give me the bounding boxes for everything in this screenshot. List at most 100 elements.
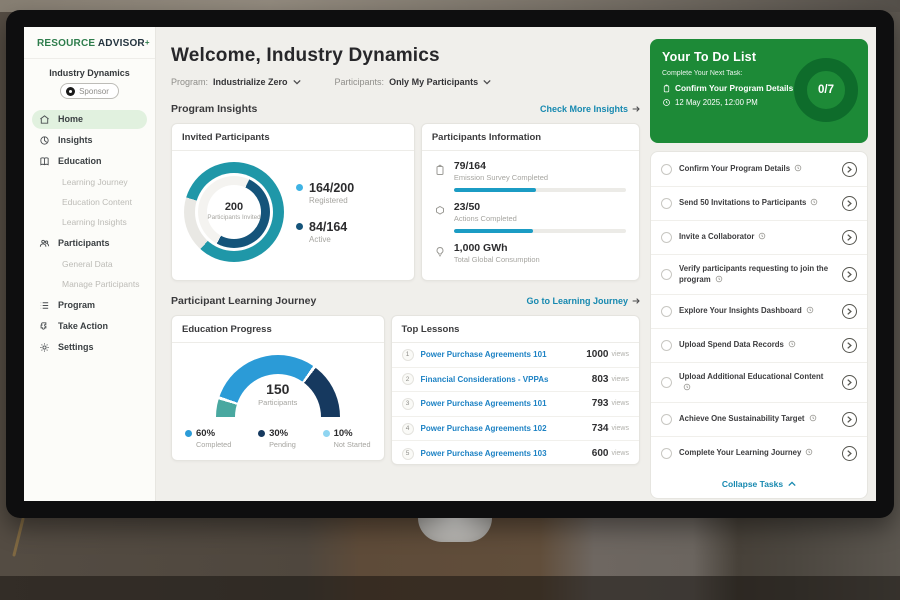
donut-center-value: 200 bbox=[225, 201, 243, 213]
sidebar-item-home[interactable]: Home bbox=[32, 110, 147, 129]
sidebar-item-education-content[interactable]: Education Content bbox=[32, 193, 147, 212]
info-row-actions: 23/50 Actions Completed bbox=[422, 192, 639, 233]
sidebar-item-learning-insights[interactable]: Learning Insights bbox=[32, 213, 147, 232]
sidebar-item-take-action[interactable]: Take Action bbox=[32, 317, 147, 336]
task-label: Confirm Your Program Details bbox=[679, 164, 790, 173]
sidebar-item-manage-participants[interactable]: Manage Participants bbox=[32, 275, 147, 294]
legend-dot bbox=[296, 223, 303, 230]
task-row: Upload Spend Data Records bbox=[651, 329, 867, 363]
views-suffix: views bbox=[611, 425, 629, 432]
task-open-button[interactable] bbox=[842, 162, 857, 177]
lesson-row: 5 Power Purchase Agreements 103 600 view… bbox=[392, 441, 639, 466]
lesson-link[interactable]: Power Purchase Agreements 103 bbox=[421, 449, 592, 458]
lesson-link[interactable]: Power Purchase Agreements 102 bbox=[421, 424, 592, 433]
sponsor-badge-wrap: Sponsor bbox=[24, 78, 155, 101]
link-label: Go to Learning Journey bbox=[526, 296, 628, 306]
invited-donut-chart: 200 Participants Invited bbox=[184, 162, 284, 262]
info-label: Actions Completed bbox=[454, 214, 626, 223]
task-row: Verify participants requesting to join t… bbox=[651, 255, 867, 295]
lesson-row: 2 Financial Considerations - VPPAs 803 v… bbox=[392, 368, 639, 393]
gauge-center-label: Participants bbox=[216, 398, 340, 407]
task-open-button[interactable] bbox=[842, 304, 857, 319]
pending-clock-icon bbox=[715, 275, 723, 283]
sidebar-item-insights[interactable]: Insights bbox=[32, 131, 147, 150]
task-checkbox[interactable] bbox=[661, 198, 672, 209]
education-gauge-chart: 150 Participants bbox=[216, 355, 340, 417]
sponsor-label: Sponsor bbox=[79, 87, 109, 96]
lesson-rank: 3 bbox=[402, 398, 414, 410]
legend-label: Completed bbox=[196, 440, 231, 449]
task-label: Upload Spend Data Records bbox=[679, 340, 784, 349]
org-name: Industry Dynamics bbox=[24, 59, 155, 78]
program-icon bbox=[39, 300, 50, 311]
legend-value: 30% bbox=[269, 428, 288, 439]
legend-dot bbox=[185, 430, 192, 437]
lesson-link[interactable]: Power Purchase Agreements 101 bbox=[421, 350, 587, 359]
check-more-insights-link[interactable]: Check More Insights bbox=[540, 104, 640, 114]
todo-progress-ring: 0/7 bbox=[794, 58, 858, 122]
sidebar-item-label: Insights bbox=[58, 135, 93, 145]
task-label: Verify participants requesting to join t… bbox=[679, 264, 828, 284]
info-label: Emission Survey Completed bbox=[454, 173, 626, 182]
sidebar-item-settings[interactable]: Settings bbox=[32, 338, 147, 357]
sidebar-item-participants[interactable]: Participants bbox=[32, 234, 147, 253]
sidebar-item-general-data[interactable]: General Data bbox=[32, 255, 147, 274]
program-dropdown[interactable]: Program: Industrialize Zero bbox=[171, 77, 301, 87]
task-label: Send 50 Invitations to Participants bbox=[679, 198, 806, 207]
sidebar-item-education[interactable]: Education bbox=[32, 152, 147, 171]
chevron-down-icon bbox=[293, 78, 301, 86]
logo-plus: + bbox=[145, 38, 150, 47]
invited-participants-card: Invited Participants 200 Participants In… bbox=[171, 123, 415, 281]
program-value: Industrialize Zero bbox=[213, 77, 288, 87]
pending-clock-icon bbox=[805, 448, 813, 456]
task-checkbox[interactable] bbox=[661, 414, 672, 425]
go-to-learning-journey-link[interactable]: Go to Learning Journey bbox=[526, 296, 640, 306]
legend-label: Registered bbox=[309, 196, 354, 205]
task-open-button[interactable] bbox=[842, 267, 857, 282]
todo-due-label: 12 May 2025, 12:00 PM bbox=[675, 98, 758, 107]
pending-clock-icon bbox=[806, 306, 814, 314]
legend-label: Active bbox=[309, 235, 354, 244]
pending-clock-icon bbox=[788, 340, 796, 348]
task-open-button[interactable] bbox=[842, 446, 857, 461]
task-open-button[interactable] bbox=[842, 412, 857, 427]
participants-value: Only My Participants bbox=[389, 77, 478, 87]
program-insights-title: Program Insights bbox=[171, 103, 257, 115]
task-open-button[interactable] bbox=[842, 230, 857, 245]
sidebar-item-learning-journey[interactable]: Learning Journey bbox=[32, 173, 147, 192]
task-checkbox[interactable] bbox=[661, 232, 672, 243]
pending-clock-icon bbox=[758, 232, 766, 240]
task-checkbox[interactable] bbox=[661, 164, 672, 175]
collapse-tasks-link[interactable]: Collapse Tasks bbox=[651, 470, 867, 496]
task-open-button[interactable] bbox=[842, 338, 857, 353]
task-checkbox[interactable] bbox=[661, 306, 672, 317]
take-action-icon bbox=[39, 321, 50, 332]
task-checkbox[interactable] bbox=[661, 377, 672, 388]
task-open-button[interactable] bbox=[842, 196, 857, 211]
learning-journey-header: Participant Learning Journey Go to Learn… bbox=[171, 295, 640, 307]
participants-icon bbox=[39, 238, 50, 249]
task-row: Send 50 Invitations to Participants bbox=[651, 187, 867, 221]
card-title: Invited Participants bbox=[172, 124, 414, 151]
views-suffix: views bbox=[611, 400, 629, 407]
top-lessons-card: Top Lessons 1 Power Purchase Agreements … bbox=[391, 315, 640, 465]
education-icon bbox=[39, 156, 50, 167]
task-checkbox[interactable] bbox=[661, 340, 672, 351]
info-value: 79/164 bbox=[454, 160, 626, 172]
task-open-button[interactable] bbox=[842, 375, 857, 390]
task-checkbox[interactable] bbox=[661, 448, 672, 459]
collapse-label: Collapse Tasks bbox=[722, 479, 783, 489]
legend-dot bbox=[323, 430, 330, 437]
lesson-link[interactable]: Power Purchase Agreements 101 bbox=[421, 399, 592, 408]
sponsor-badge[interactable]: Sponsor bbox=[60, 83, 119, 99]
home-icon bbox=[39, 114, 50, 125]
gauge-center-value: 150 bbox=[216, 381, 340, 397]
legend-value: 164/200 bbox=[309, 181, 354, 195]
task-checkbox[interactable] bbox=[661, 269, 672, 280]
logo-advisor: ADVISOR bbox=[98, 38, 145, 49]
task-row: Confirm Your Program Details bbox=[651, 153, 867, 187]
link-label: Check More Insights bbox=[540, 104, 628, 114]
lesson-link[interactable]: Financial Considerations - VPPAs bbox=[421, 375, 592, 384]
participants-dropdown[interactable]: Participants: Only My Participants bbox=[335, 77, 492, 87]
sidebar-item-program[interactable]: Program bbox=[32, 296, 147, 315]
